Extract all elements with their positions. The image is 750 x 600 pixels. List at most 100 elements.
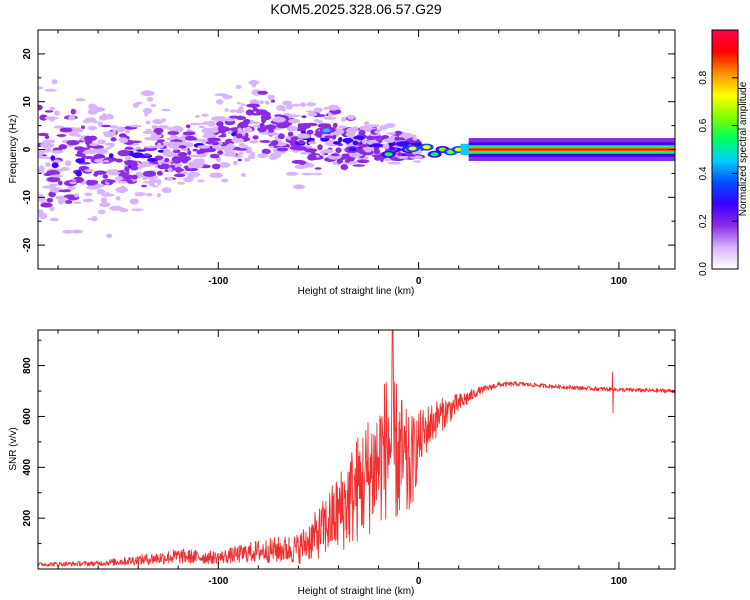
- spectrogram-cell-523: [75, 158, 85, 164]
- spectrogram-cell-864: [189, 122, 203, 126]
- spectrogram-cell-805: [44, 110, 54, 113]
- spectrogram-cell-861: [211, 141, 220, 146]
- spectrogram-cell-429: [90, 180, 99, 184]
- spectrogram-cell-522: [164, 157, 170, 163]
- spectrogram-cell-770: [118, 137, 129, 144]
- spectrogram-cell-105: [232, 160, 238, 165]
- colorbar: 0.0 0.2 0.4 0.6 0.8 Normalized spectral …: [698, 29, 749, 276]
- spectrogram-cell-833: [356, 159, 370, 164]
- spectrogram-cell-169: [101, 197, 108, 204]
- colorbar-tick-label-0: 0.0: [698, 262, 709, 276]
- spectrogram-cell-682: [229, 115, 240, 119]
- spectrogram-cell-528: [413, 160, 422, 163]
- spectrogram-cell-556: [227, 130, 233, 134]
- spectrogram-cell-283: [187, 128, 192, 133]
- spectrogram-cell-486: [223, 118, 236, 122]
- spectrogram-cell-788: [382, 143, 390, 150]
- spectrogram-cell-693: [109, 205, 123, 211]
- spectrogram-cell-340: [156, 170, 163, 176]
- spectrogram-cell-309: [301, 172, 314, 176]
- spectrogram-cell-534: [39, 165, 45, 172]
- spectrogram-cell-729: [324, 135, 334, 139]
- snr-ytick-label-3: 800: [22, 357, 33, 374]
- spectrogram-cell-772: [145, 128, 152, 131]
- snr-frame: [37, 329, 676, 570]
- spectrogram-ytick-label-1: -10: [22, 190, 33, 205]
- spectrogram-cell-372: [364, 121, 370, 126]
- spectrogram-cell-850: [175, 168, 185, 172]
- spectrogram-cell-538: [346, 114, 356, 120]
- spectrogram-cell-695: [153, 127, 164, 134]
- spectrogram-cell-801: [140, 163, 155, 167]
- spectrogram-cell-336: [317, 144, 323, 151]
- spectrogram-xtick-label-2: 100: [611, 276, 628, 287]
- spectrogram-cell-752: [73, 193, 79, 198]
- spectrogram-cell-862: [371, 143, 383, 148]
- spectrogram-cell-422: [166, 177, 174, 182]
- spectrogram-cell-749: [361, 139, 368, 145]
- spectrogram-cell-800: [84, 117, 96, 123]
- spectrogram-ylabel: Frequency (Hz): [8, 115, 19, 184]
- spectrogram-cell-895: [129, 198, 139, 205]
- snr-ytick-label-1: 400: [22, 459, 33, 476]
- spectrogram-cell-913: [430, 152, 439, 157]
- spectrogram-cell-490: [248, 153, 255, 160]
- spectrogram-cell-150: [110, 125, 118, 129]
- spectrogram-cell-406: [338, 125, 347, 129]
- spectrogram-cell-101: [58, 180, 63, 186]
- spectrogram-cell-624: [124, 155, 132, 161]
- spectrogram-cell-582: [49, 217, 59, 222]
- spectrogram-cell-818: [45, 171, 53, 175]
- spectrogram-cell-831: [303, 148, 318, 153]
- spectrogram-cell-758: [273, 152, 282, 159]
- spectrogram-cell-735: [38, 86, 44, 90]
- spectrogram-cell-420: [98, 114, 108, 121]
- spectrogram-cell-751: [58, 189, 71, 193]
- spectrogram-cell-67: [239, 151, 244, 156]
- spectrogram-cell-868: [141, 184, 147, 188]
- spectrogram-cell-869: [66, 140, 80, 146]
- spectrogram-cell-84: [97, 121, 104, 127]
- spectrogram-cell-773: [197, 179, 205, 183]
- spectrogram-cell-143: [173, 173, 186, 178]
- spectrogram-cell-721: [308, 141, 317, 145]
- spectrogram-cell-539: [334, 128, 344, 134]
- spectrogram-cell-520: [177, 181, 186, 185]
- spectrogram-cell-547: [192, 148, 198, 152]
- spectrogram-cell-106: [115, 196, 121, 201]
- spectrogram-cell-108: [314, 167, 322, 170]
- spectrogram-cell-468: [143, 145, 158, 149]
- spectrogram-cell-728: [84, 135, 92, 142]
- spectrogram-cell-476: [84, 192, 93, 197]
- spectrogram-cell-819: [163, 163, 170, 170]
- spectrogram-ytick-label-0: -20: [22, 237, 33, 252]
- spectrogram-cell-71: [45, 162, 51, 167]
- spectrogram-cell-798: [316, 120, 323, 124]
- colorbar-tick-label-2: 0.4: [698, 166, 709, 180]
- spectrogram-cell-341: [70, 108, 76, 115]
- spectrogram-cell-648: [40, 202, 53, 208]
- spectrogram-cell-390: [46, 198, 54, 203]
- spectrogram-cell-630: [299, 151, 312, 155]
- spectrogram-cell-166: [44, 88, 57, 92]
- spectrogram-cell-896: [167, 167, 173, 173]
- spectrogram-cell-516: [74, 146, 85, 151]
- spectrogram-cell-555: [194, 158, 201, 165]
- spectrogram-cell-884: [161, 108, 171, 112]
- spectrogram-cell-909: [408, 146, 417, 151]
- spectrogram-cell-480: [93, 170, 107, 175]
- spectrogram-cell-870: [282, 100, 292, 106]
- snr-xlabel: Height of straight line (km): [298, 586, 415, 597]
- spectrogram-cell-383: [262, 148, 269, 153]
- spectrogram-cell-550: [59, 127, 73, 133]
- spectrogram-cell-846: [395, 141, 410, 147]
- spectrogram-cell-49: [131, 208, 144, 212]
- spectrogram-cell-829: [131, 174, 138, 180]
- spectrogram-cell-601: [244, 126, 253, 133]
- spectrogram-cell-905: [384, 152, 393, 157]
- spectrogram-cell-747: [51, 150, 64, 154]
- spectrogram-cell-883: [297, 127, 307, 132]
- spectrogram-cell-841: [243, 118, 251, 125]
- spectrogram-cell-737: [187, 164, 194, 169]
- spectrogram-cell-813: [330, 132, 335, 135]
